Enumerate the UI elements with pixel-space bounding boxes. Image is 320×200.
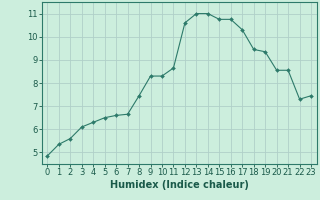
X-axis label: Humidex (Indice chaleur): Humidex (Indice chaleur) [110, 180, 249, 190]
